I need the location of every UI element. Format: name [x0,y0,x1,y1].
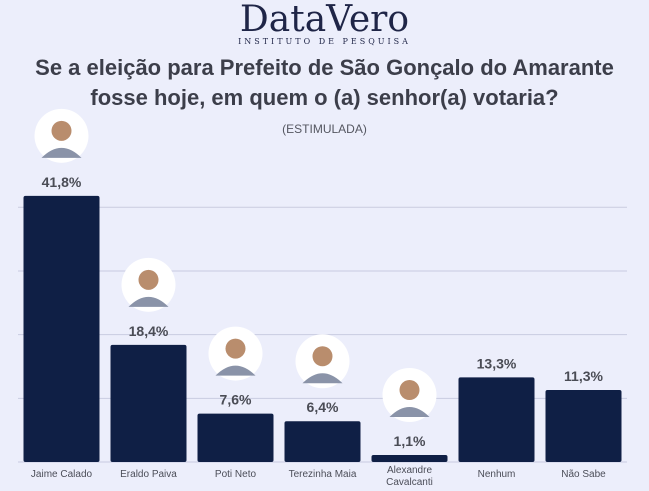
value-label: 6,4% [307,399,339,415]
category-label: Não Sabe [561,469,606,480]
value-label: 18,4% [129,323,169,339]
category-label: Jaime Calado [31,469,93,480]
bar [371,454,448,462]
chart-title: Se a eleição para Prefeito de São Gonçal… [0,53,649,113]
value-label: 11,3% [564,368,603,384]
value-label: 7,6% [220,392,252,408]
brand-tagline: INSTITUTO DE PESQUISA [238,37,411,46]
candidate-photo [121,257,176,312]
category-label: Poti Neto [215,469,257,480]
photo-head [225,338,246,359]
bar [458,377,535,462]
chart-title-line-1: Se a eleição para Prefeito de São Gonçal… [35,55,614,80]
chart-subtitle: (ESTIMULADA) [282,122,367,136]
photo-head [51,120,72,141]
photo-shoulders [302,373,343,384]
category-label: Nenhum [478,469,516,480]
bar [110,344,187,462]
bar [284,421,361,462]
photo-head [138,269,159,290]
candidate-photo [295,334,350,389]
candidate-photo [208,326,263,381]
photo-head [312,346,333,367]
brand-name: DataVero [239,0,410,40]
category-label: Alexandre Cavalcanti [386,465,433,488]
category-label: Eraldo Paiva [120,469,177,480]
value-label: 41,8% [42,174,82,190]
value-label: 1,1% [394,433,426,449]
chart-title-line-2: fosse hoje, em quem o (a) senhor(a) vota… [90,85,559,110]
candidate-photo [382,367,437,422]
bar [545,390,622,462]
candidate-photo [34,108,89,163]
photo-shoulders [41,147,82,158]
photo-shoulders [215,365,256,376]
bar [23,195,100,462]
photo-shoulders [128,296,169,307]
value-label: 13,3% [477,355,517,371]
brand-logo: DataVero INSTITUTO DE PESQUISA [0,0,649,47]
bar [197,413,274,462]
photo-head [399,379,420,400]
photo-shoulders [389,406,430,417]
category-label: Terezinha Maia [289,469,357,480]
